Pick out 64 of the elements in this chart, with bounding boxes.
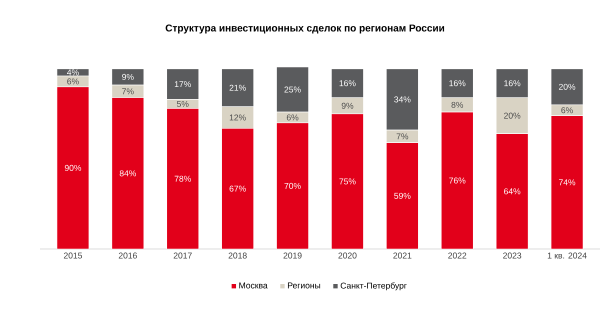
data-label: 9% <box>122 74 134 80</box>
bar <box>276 122 309 249</box>
data-label: 74% <box>558 179 576 186</box>
x-tick-label: 2022 <box>448 252 466 259</box>
chart-title: Структура инвестиционных сделок по регионам России <box>166 24 444 34</box>
bar <box>496 133 528 249</box>
data-label: 8% <box>451 102 464 108</box>
bar <box>112 97 144 249</box>
data-label: 9% <box>342 102 354 109</box>
data-label: 5% <box>176 100 189 107</box>
data-label: 90% <box>64 164 82 171</box>
bar <box>331 114 364 249</box>
x-tick-label: 2015 <box>64 252 82 259</box>
legend-label: Москва <box>239 282 268 288</box>
bar <box>166 108 200 249</box>
data-label: 16% <box>449 80 466 86</box>
bar <box>331 97 364 114</box>
data-label: 4% <box>66 69 79 76</box>
bar <box>276 112 309 124</box>
data-label: 70% <box>284 182 301 189</box>
data-label: 59% <box>394 192 411 199</box>
data-label: 67% <box>230 186 246 192</box>
data-label: 76% <box>449 178 466 184</box>
data-label: 6% <box>67 78 79 84</box>
data-label: 75% <box>339 178 356 184</box>
x-tick-label: 2019 <box>284 252 302 259</box>
bar <box>386 142 419 249</box>
bar <box>331 68 364 98</box>
data-label: 25% <box>284 86 301 93</box>
bar <box>496 68 528 98</box>
bar <box>56 86 90 249</box>
x-tick-label: 2021 <box>393 252 412 259</box>
x-tick-label: 2018 <box>228 252 247 259</box>
data-label: 84% <box>120 170 136 176</box>
data-label: 78% <box>174 176 191 182</box>
bar <box>276 67 309 112</box>
bar <box>440 112 474 249</box>
data-label: 6% <box>561 107 573 114</box>
bar <box>166 68 200 100</box>
x-tick-label: 2017 <box>174 252 192 259</box>
data-label: 16% <box>340 80 356 86</box>
legend-label: Санкт-Петербург <box>340 282 407 290</box>
data-label: 20% <box>504 112 520 119</box>
bar <box>221 68 254 107</box>
data-label: 12% <box>230 114 246 120</box>
data-label: 16% <box>504 80 520 86</box>
x-tick-label: 2020 <box>338 252 357 259</box>
data-label: 34% <box>394 96 411 102</box>
data-label: 17% <box>174 81 191 88</box>
bar <box>386 68 419 130</box>
x-tick-label: 1 кв. 2024 <box>548 252 587 259</box>
data-label: 7% <box>122 88 134 94</box>
bar <box>550 115 584 249</box>
bar <box>221 128 254 249</box>
bar <box>550 68 584 106</box>
legend-label: Регионы <box>288 282 320 288</box>
data-label: 21% <box>230 84 246 91</box>
x-tick-label: 2023 <box>503 252 522 259</box>
data-label: 20% <box>558 84 576 90</box>
data-label: 64% <box>504 188 520 194</box>
x-tick-label: 2016 <box>118 252 137 259</box>
data-label: 6% <box>286 114 298 120</box>
bar <box>440 68 474 98</box>
data-label: 7% <box>396 133 408 140</box>
